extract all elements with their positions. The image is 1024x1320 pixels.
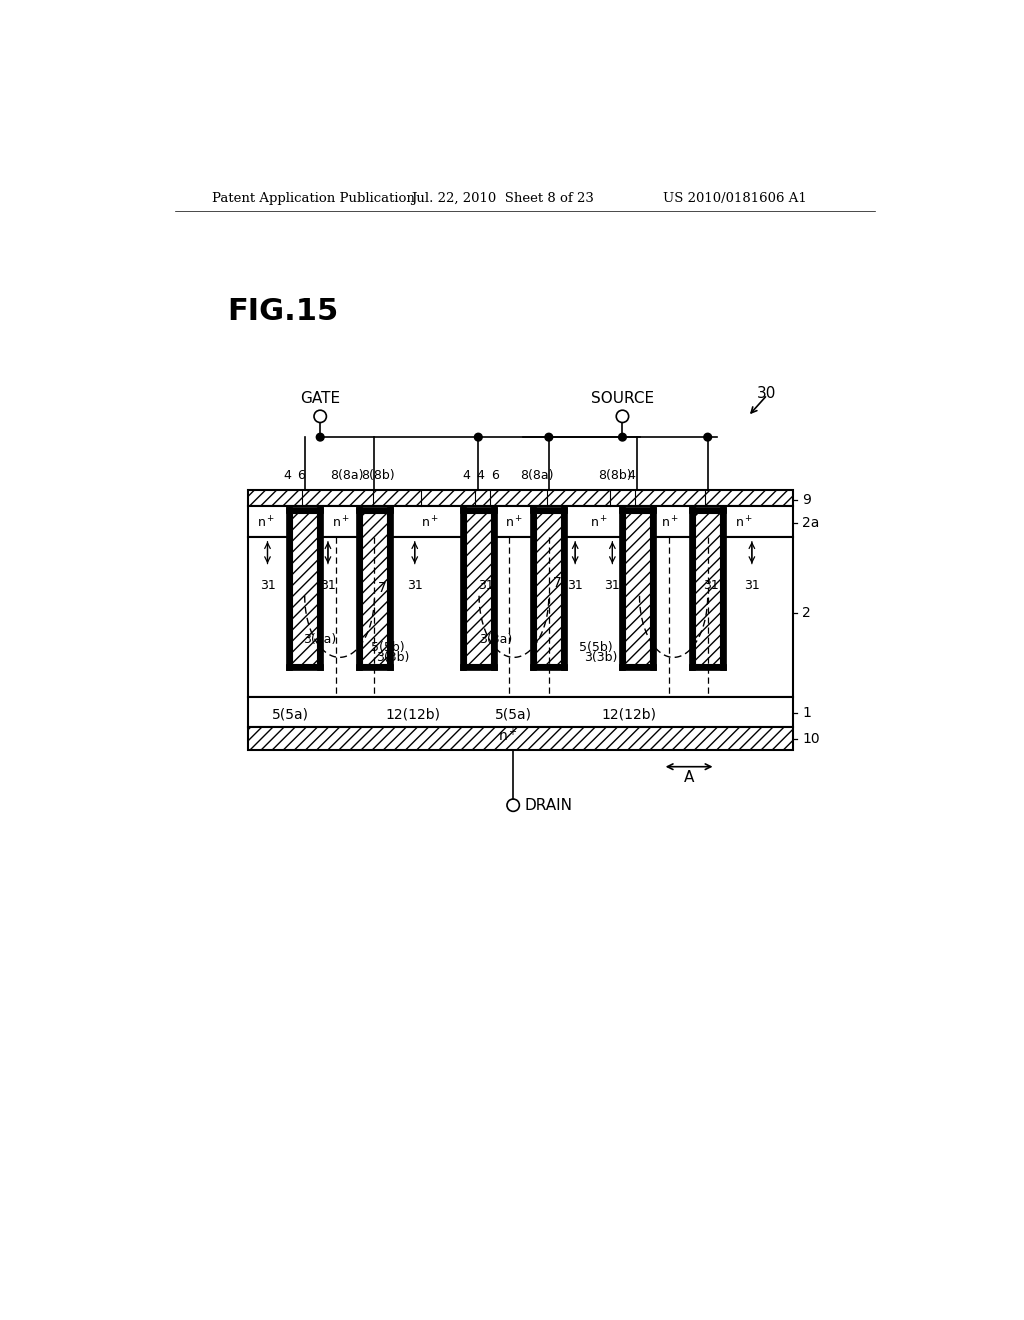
- Bar: [720, 507, 726, 671]
- Bar: [561, 507, 567, 671]
- Text: 12(12b): 12(12b): [386, 708, 440, 721]
- Bar: [286, 507, 324, 513]
- Text: n$^+$: n$^+$: [332, 516, 350, 531]
- Bar: [460, 507, 466, 671]
- Text: n$^+$: n$^+$: [505, 516, 523, 531]
- Text: 12(12b): 12(12b): [602, 708, 657, 721]
- Text: 5(5a): 5(5a): [272, 708, 309, 721]
- Bar: [286, 507, 292, 671]
- Bar: [625, 513, 649, 664]
- Text: DRAIN: DRAIN: [524, 797, 572, 813]
- Bar: [618, 507, 625, 671]
- Text: 8(8b): 8(8b): [598, 469, 632, 482]
- Text: 4: 4: [283, 469, 291, 482]
- Text: 31: 31: [702, 579, 719, 593]
- Text: 3(3b): 3(3b): [377, 651, 410, 664]
- Text: 3(3b): 3(3b): [584, 651, 617, 664]
- Bar: [689, 507, 695, 671]
- Bar: [618, 664, 655, 671]
- Text: GATE: GATE: [300, 391, 340, 407]
- Bar: [649, 507, 655, 671]
- Text: 10: 10: [802, 733, 820, 746]
- Bar: [248, 697, 793, 726]
- Text: 31: 31: [478, 579, 494, 593]
- Bar: [317, 507, 324, 671]
- Circle shape: [703, 433, 712, 441]
- Text: US 2010/0181606 A1: US 2010/0181606 A1: [663, 191, 807, 205]
- Text: 3(3a): 3(3a): [303, 634, 337, 647]
- Text: 31: 31: [604, 579, 621, 593]
- Bar: [362, 513, 387, 664]
- Text: 5(5b): 5(5b): [371, 640, 404, 653]
- Circle shape: [316, 433, 324, 441]
- Text: 4: 4: [477, 469, 484, 482]
- Circle shape: [545, 433, 553, 441]
- Text: 3(3a): 3(3a): [479, 634, 513, 647]
- Text: n$^+$: n$^+$: [662, 516, 680, 531]
- Bar: [537, 513, 561, 664]
- Bar: [530, 507, 567, 513]
- Bar: [248, 726, 793, 750]
- Text: FIG.15: FIG.15: [227, 297, 339, 326]
- Bar: [530, 664, 567, 671]
- Bar: [292, 513, 317, 664]
- Text: n$^+$: n$^+$: [498, 727, 518, 744]
- Text: 31: 31: [744, 579, 760, 593]
- Text: 8(8b): 8(8b): [361, 469, 395, 482]
- Text: 2a: 2a: [802, 516, 819, 531]
- Text: 5(5b): 5(5b): [579, 640, 612, 653]
- Text: 8(8a): 8(8a): [519, 469, 553, 482]
- Circle shape: [618, 433, 627, 441]
- Bar: [466, 513, 490, 664]
- Bar: [248, 507, 793, 537]
- Bar: [530, 507, 537, 671]
- Text: 30: 30: [758, 385, 776, 401]
- Bar: [460, 507, 497, 513]
- Bar: [356, 507, 393, 513]
- Text: 7: 7: [378, 581, 387, 595]
- Bar: [490, 507, 497, 671]
- Bar: [248, 537, 793, 697]
- Text: n$^+$: n$^+$: [421, 516, 439, 531]
- Bar: [356, 507, 362, 671]
- Bar: [387, 507, 393, 671]
- Text: 5(5a): 5(5a): [495, 708, 531, 721]
- Text: 9: 9: [802, 494, 811, 507]
- Circle shape: [474, 433, 482, 441]
- Bar: [689, 664, 726, 671]
- Bar: [618, 507, 655, 513]
- Text: 8(8a): 8(8a): [331, 469, 365, 482]
- Bar: [248, 490, 793, 507]
- Text: A: A: [684, 770, 694, 785]
- Text: 4: 4: [463, 469, 471, 482]
- Text: 31: 31: [407, 579, 423, 593]
- Bar: [460, 664, 497, 671]
- Text: Jul. 22, 2010  Sheet 8 of 23: Jul. 22, 2010 Sheet 8 of 23: [411, 191, 594, 205]
- Text: 31: 31: [567, 579, 583, 593]
- Bar: [689, 507, 726, 513]
- Text: n$^+$: n$^+$: [590, 516, 608, 531]
- Bar: [695, 513, 720, 664]
- Text: 7: 7: [553, 577, 562, 590]
- Text: 6: 6: [492, 469, 500, 482]
- Text: 1: 1: [802, 706, 811, 719]
- Text: 2: 2: [802, 606, 811, 619]
- Text: Patent Application Publication: Patent Application Publication: [212, 191, 415, 205]
- Text: 6: 6: [297, 469, 305, 482]
- Text: 4: 4: [628, 469, 636, 482]
- Text: SOURCE: SOURCE: [591, 391, 654, 407]
- Text: 31: 31: [260, 579, 275, 593]
- Bar: [356, 664, 393, 671]
- Text: n$^+$: n$^+$: [257, 516, 275, 531]
- Bar: [286, 664, 324, 671]
- Text: 31: 31: [321, 579, 336, 593]
- Text: n$^+$: n$^+$: [735, 516, 754, 531]
